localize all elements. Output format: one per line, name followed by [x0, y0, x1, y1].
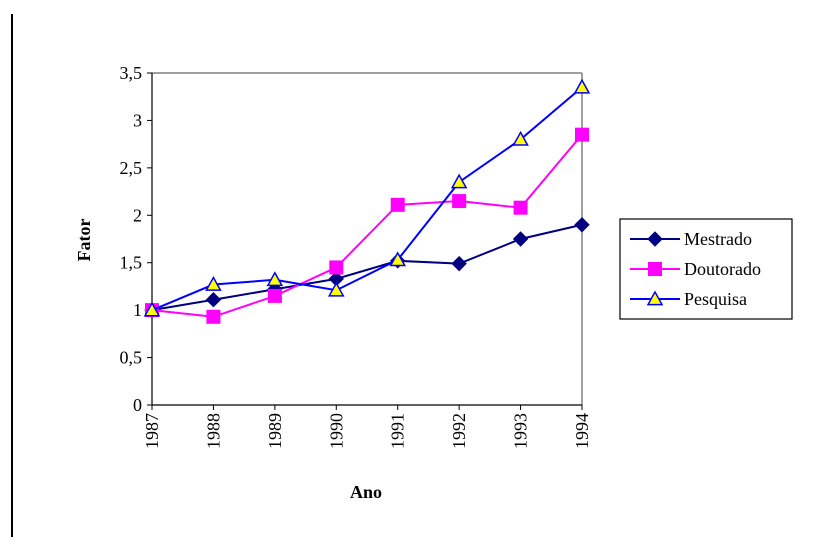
y-tick-label: 1,5	[120, 253, 143, 273]
legend-label-mestrado: Mestrado	[684, 229, 752, 249]
y-tick-label: 0,5	[120, 348, 143, 368]
series-doutorado	[145, 127, 589, 324]
data-point-doutorado	[513, 200, 528, 215]
data-point-doutorado	[206, 309, 221, 324]
y-tick-label: 3,5	[120, 63, 143, 83]
data-point-doutorado	[390, 197, 405, 212]
y-tick-label: 1	[133, 300, 142, 320]
data-point-mestrado	[205, 292, 222, 308]
data-point-pesquisa	[573, 78, 591, 94]
data-point-doutorado	[267, 288, 282, 303]
series-line-doutorado	[151, 134, 583, 318]
series-mestrado	[144, 217, 590, 318]
data-point-pesquisa	[389, 251, 406, 267]
data-point-pesquisa	[143, 301, 161, 317]
x-tick-label: 1993	[511, 413, 531, 449]
data-point-pesquisa	[512, 130, 529, 146]
series-line-mestrado	[151, 223, 583, 312]
data-point-doutorado	[452, 194, 467, 209]
axes: 0 0,5 1 1,5 2 2,5 3 3,5 1987 1988 1989 1990 1991 1992…	[120, 63, 593, 449]
legend-label-doutorado: Doutorado	[684, 259, 761, 279]
series-layer	[143, 78, 591, 324]
series-line-pesquisa	[151, 86, 583, 312]
x-tick-label: 1990	[326, 413, 346, 449]
data-point-pesquisa	[328, 281, 345, 297]
data-point-doutorado	[329, 260, 344, 275]
data-point-doutorado	[575, 127, 589, 142]
x-tick-label: 1994	[572, 413, 592, 449]
left-border-line	[11, 14, 13, 537]
legend-marker-doutorado	[648, 262, 662, 276]
y-axis-title: Fator	[74, 219, 94, 262]
x-tick-label: 1989	[265, 413, 285, 449]
data-point-mestrado	[574, 217, 590, 233]
x-tick-label: 1987	[142, 413, 162, 449]
legend-marker-mestrado	[647, 231, 663, 247]
legend-marker-pesquisa	[646, 290, 664, 306]
data-point-pesquisa	[266, 271, 284, 287]
y-tick-label: 3	[133, 110, 142, 130]
data-point-mestrado	[451, 255, 467, 272]
legend-label-pesquisa: Pesquisa	[684, 289, 747, 309]
y-tick-label: 0	[133, 395, 142, 415]
series-pesquisa	[143, 78, 591, 317]
y-tick-label: 2,5	[120, 158, 143, 178]
x-tick-label: 1988	[203, 413, 223, 449]
x-axis-title: Ano	[350, 482, 382, 502]
data-point-mestrado	[512, 231, 529, 247]
x-tick-label: 1991	[388, 413, 408, 449]
y-tick-label: 2	[133, 205, 142, 225]
data-point-pesquisa	[205, 275, 222, 291]
data-point-pesquisa	[450, 173, 468, 189]
x-tick-label: 1992	[449, 413, 469, 449]
legend: Mestrado Doutorado Pesquisa	[619, 218, 793, 320]
